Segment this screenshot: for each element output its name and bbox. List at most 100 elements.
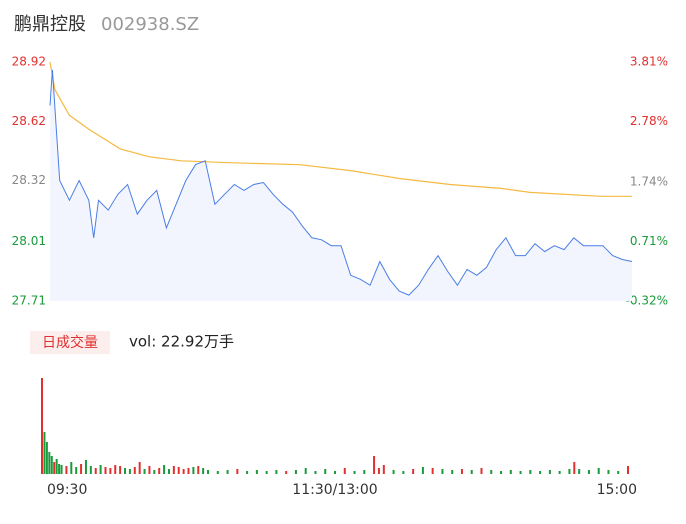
- volume-bar: [167, 469, 170, 474]
- volume-bar: [568, 469, 571, 474]
- volume-tab: 日成交量: [42, 334, 98, 351]
- volume-bar: [60, 465, 63, 474]
- x-tick-label: 11:30/13:00: [292, 482, 377, 498]
- volume-bar: [353, 471, 356, 474]
- volume-bar: [324, 469, 327, 474]
- volume-bar: [363, 470, 366, 474]
- volume-bar: [573, 462, 576, 474]
- volume-bar: [75, 467, 78, 474]
- volume-bar: [509, 470, 512, 474]
- volume-bar: [578, 469, 581, 474]
- volume-bar: [158, 468, 161, 474]
- volume-bar: [197, 466, 200, 474]
- volume-bar: [43, 432, 46, 474]
- volume-bar: [597, 468, 600, 474]
- volume-bar: [124, 468, 127, 474]
- volume-bar: [70, 462, 73, 474]
- y2-tick-label: -0.32%: [626, 294, 668, 308]
- volume-bar: [334, 471, 336, 474]
- volume-bar: [441, 469, 444, 474]
- volume-bar: [41, 378, 43, 474]
- volume-bar: [470, 470, 473, 474]
- volume-bar: [148, 466, 151, 474]
- y-tick-label: 27.71: [12, 294, 46, 308]
- y-tick-label: 28.32: [12, 173, 46, 187]
- volume-bar: [627, 466, 629, 474]
- volume-bar: [80, 464, 83, 474]
- volume-bar: [133, 467, 136, 474]
- volume-bar: [109, 468, 112, 474]
- stock-code: 002938.SZ: [101, 14, 199, 35]
- volume-bar: [294, 470, 297, 474]
- volume-bar: [84, 460, 87, 474]
- volume-bar: [55, 459, 58, 474]
- volume-bar: [343, 468, 346, 474]
- volume-bar: [114, 465, 117, 474]
- volume-bar: [265, 471, 268, 474]
- volume-bar: [65, 466, 68, 474]
- volume-bar: [202, 468, 205, 474]
- volume-bar: [587, 470, 590, 474]
- volume-bar: [163, 465, 166, 474]
- volume-bar: [128, 469, 131, 474]
- volume-bar: [94, 468, 97, 474]
- volume-bar: [89, 466, 92, 474]
- volume-bar: [216, 471, 219, 474]
- volume-tab-bg: [30, 331, 110, 354]
- y-tick-label: 28.92: [12, 55, 46, 69]
- volume-bar: [607, 470, 610, 474]
- volume-bar: [275, 470, 278, 474]
- volume-bar: [53, 462, 56, 474]
- volume-bar: [451, 470, 454, 474]
- volume-bar: [45, 442, 48, 474]
- volume-bar: [143, 469, 146, 474]
- volume-bar: [99, 465, 102, 474]
- volume-bar: [119, 466, 122, 474]
- volume-bar: [382, 465, 385, 474]
- volume-bar: [617, 471, 620, 474]
- y-tick-label: 28.01: [12, 234, 46, 248]
- volume-bar: [246, 471, 249, 474]
- volume-bar: [314, 471, 317, 474]
- volume-bar: [226, 470, 229, 474]
- volume-bar: [377, 468, 380, 474]
- volume-bar: [480, 468, 483, 474]
- y-tick-label: 28.62: [12, 114, 46, 128]
- volume-bar: [431, 468, 434, 474]
- y2-tick-label: 1.74%: [630, 174, 668, 188]
- volume-bar: [519, 471, 522, 474]
- volume-bar: [153, 470, 156, 474]
- volume-bar: [402, 471, 405, 474]
- volume-bar: [58, 464, 61, 474]
- volume-bar: [412, 469, 415, 474]
- price-line: [49, 69, 633, 296]
- volume-bar: [104, 467, 107, 474]
- x-tick-label: 15:00: [597, 482, 637, 498]
- y2-tick-label: 2.78%: [630, 114, 668, 128]
- volume-bar: [304, 468, 307, 474]
- volume-bar: [192, 467, 195, 474]
- volume-total: vol: 22.92万手: [129, 333, 234, 351]
- volume-bar: [236, 469, 239, 474]
- volume-bar: [182, 469, 185, 474]
- y2-tick-label: 0.71%: [630, 234, 668, 248]
- volume-bar: [529, 470, 532, 474]
- volume-bar: [392, 470, 395, 474]
- volume-bar: [138, 462, 141, 474]
- volume-bar: [373, 456, 376, 474]
- volume-bar: [48, 452, 51, 474]
- x-tick-label: 09:30: [47, 482, 87, 498]
- volume-bar: [500, 471, 503, 474]
- volume-bar: [187, 468, 190, 474]
- volume-bar: [460, 469, 463, 474]
- average-line: [49, 61, 632, 197]
- volume-bar: [558, 471, 561, 474]
- volume-bar: [177, 467, 180, 474]
- volume-bar: [548, 470, 551, 474]
- volume-bar: [255, 470, 258, 474]
- stock-name: 鹏鼎控股: [14, 14, 86, 35]
- volume-bar: [50, 456, 53, 474]
- volume-bar: [285, 471, 288, 474]
